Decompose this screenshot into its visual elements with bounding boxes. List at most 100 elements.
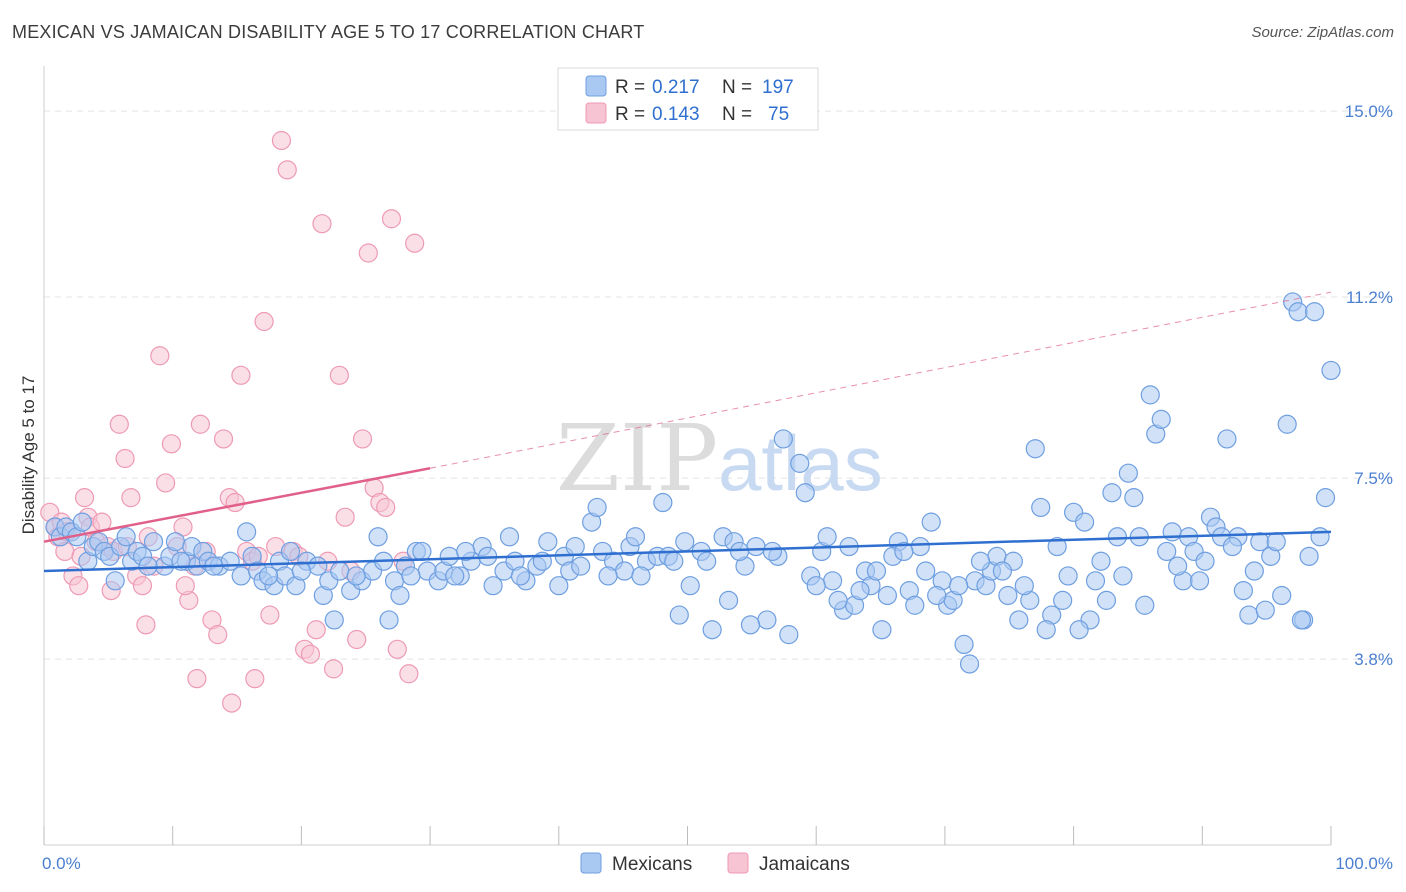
mexicans-point [368,527,388,547]
jamaicans-trend-extension [430,291,1332,469]
legend-n-value-mexicans: 197 [762,77,794,98]
jamaicans-point [277,160,297,180]
mexicans-point [1135,595,1155,615]
mexicans-point [850,580,870,601]
mexicans-point [456,541,476,562]
mexicans-point [921,512,941,532]
jamaicans-point [109,414,129,434]
axes [43,66,1332,846]
mexicans-point [598,566,618,586]
jamaicans-point [132,576,153,596]
legend-r-value-mexicans: 0.217 [652,77,700,98]
y-tick-label-3: 15.0% [1345,102,1393,121]
mexicans-point [1113,566,1133,586]
mexicans-point [258,566,279,586]
jamaicans-point [352,429,373,449]
mexicans-point [702,620,722,640]
mexicans-point [1222,536,1243,557]
jamaicans-point [306,620,326,640]
mexicans-point [237,522,257,542]
mexicans-point [1310,527,1330,547]
trend-lines [43,291,1332,573]
mexicans-point [877,585,897,606]
mexicans-point [1047,536,1067,557]
mexicans-point [614,561,635,581]
mexicans-point [664,551,684,571]
mexicans-point [773,429,793,449]
jamaicans-point [74,488,95,508]
mexicans-point [1118,463,1138,483]
mexicans-point [1255,600,1275,620]
jamaicans-point [347,629,367,650]
mexicans-point [1168,556,1188,576]
mexicans-point [954,634,974,655]
mexicans-point [970,551,991,571]
mexicans-point [746,536,766,557]
mexicans-point [998,585,1018,606]
legend-r-label-jamaicans: R = [615,104,645,125]
legend-n-label-jamaicans: N = [722,104,752,125]
x-tick-label-0: 0.0% [42,854,81,873]
mexicans-point [1195,551,1215,571]
mexicans-point [740,615,761,635]
mexicans-point [795,483,815,503]
bottom-legend-swatch-mexicans [580,852,602,874]
mexicans-point [680,576,700,596]
mexicans-point [116,527,136,547]
jamaicans-point [387,639,407,659]
jamaicans-point [335,507,355,527]
jamaicans-point [271,130,292,151]
mexicans-point [1014,576,1034,596]
jamaicans-points [40,130,425,713]
mexicans-point [959,654,980,674]
jamaicans-point [187,669,207,689]
mexicans-point [165,532,186,552]
mexicans-point [1239,605,1259,625]
tick-labels: 3.8% 7.5% 11.2% 15.0% 0.0% 100.0% [42,102,1393,873]
mexicans-point [390,585,410,606]
jamaicans-point [190,414,210,434]
jamaicans-point [161,434,182,454]
jamaicans-point [150,346,170,366]
mexicans-point [1074,512,1095,532]
jamaicans-point [254,311,274,332]
mexicans-point [1102,483,1122,503]
mexicans-point [1272,585,1292,606]
jamaicans-trend-line [43,467,431,543]
jamaicans-point [405,233,425,253]
mexicans-point [828,590,848,610]
jamaicans-point [121,488,141,508]
watermark: ZIP atlas [556,405,883,512]
legend-r-label-mexicans: R = [615,77,645,98]
y-tick-label-0: 3.8% [1354,650,1393,669]
jamaicans-point [376,497,396,518]
mexicans-point [571,556,591,576]
jamaicans-point [231,365,251,385]
jamaicans-point [156,473,176,493]
jamaicans-point [213,429,234,449]
mexicans-point [1233,580,1253,601]
mexicans-point [779,625,799,645]
mexicans-point [625,527,646,547]
mexicans-point [653,492,673,513]
jamaicans-point [323,659,344,679]
chart-source: Source: ZipAtlas.com [1251,24,1394,41]
mexicans-point [631,566,651,586]
mexicans-point [1162,522,1182,542]
legend-swatch-mexicans [585,75,607,97]
mexicans-point [806,576,826,596]
mexicans-point [439,546,459,566]
x-tick-label-1: 100.0% [1335,854,1393,873]
mexicans-point [1058,566,1078,586]
chart-title: MEXICAN VS JAMAICAN DISABILITY AGE 5 TO … [12,22,645,42]
mexicans-point [1009,610,1029,630]
mexicans-point [1266,532,1286,552]
mexicans-point [1096,590,1117,610]
mexicans-point [718,590,739,610]
mexicans-point [565,536,585,557]
grid-lines [44,110,1391,660]
mexicans-point [1315,488,1336,508]
mexicans-point [762,541,782,562]
mexicans-point [1304,302,1325,322]
